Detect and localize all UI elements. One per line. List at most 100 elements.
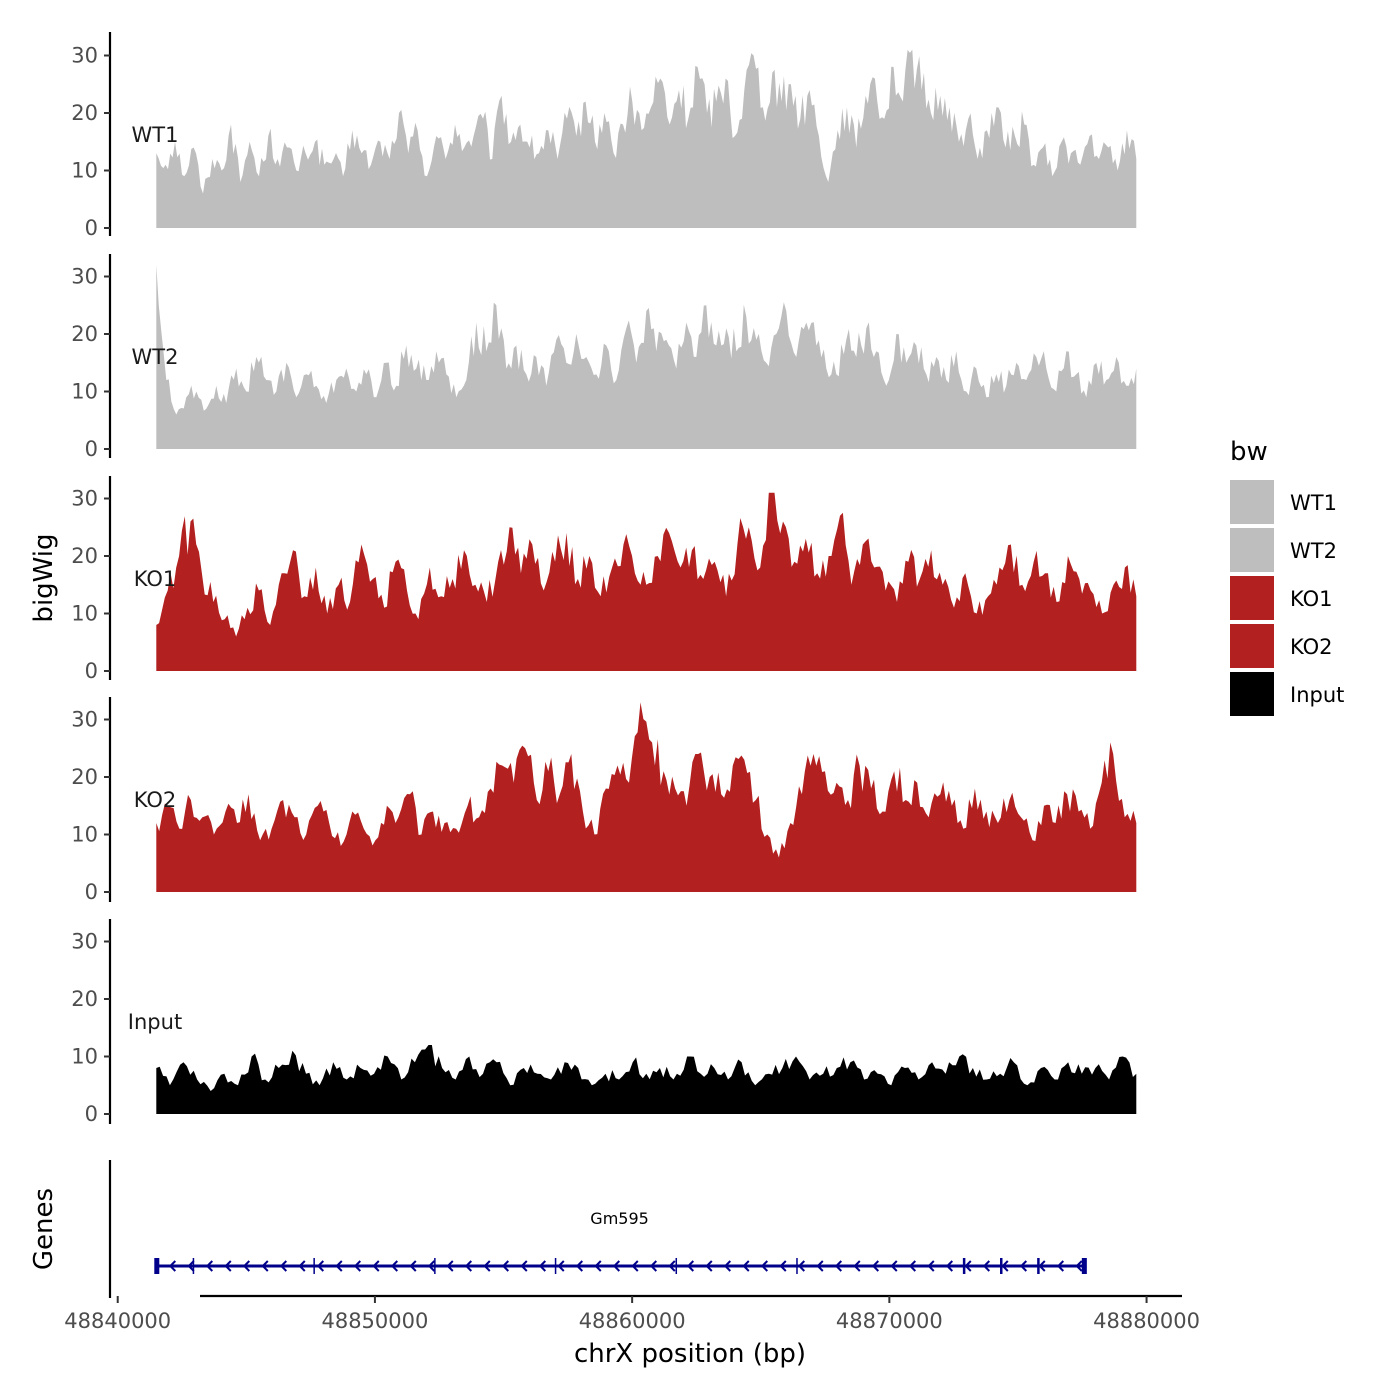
y-tick-label: 30 xyxy=(71,265,98,289)
strand-arrow xyxy=(945,1260,954,1272)
y-tick-label: 30 xyxy=(71,44,98,68)
x-tick-label: 48860000 xyxy=(579,1309,686,1333)
y-tick-label: 0 xyxy=(85,659,98,683)
y-tick-label: 20 xyxy=(71,987,98,1011)
track-label: KO2 xyxy=(134,788,177,812)
strand-arrow xyxy=(964,1260,972,1272)
coverage-area-input xyxy=(156,1045,1137,1114)
y-tick-label: 20 xyxy=(71,322,98,346)
legend-swatch-ko1 xyxy=(1230,576,1274,620)
coverage-area-wt2 xyxy=(156,265,1137,449)
track-input: 0 10 20 30 Input xyxy=(71,919,1137,1126)
gene-exon xyxy=(1081,1258,1087,1274)
strand-arrow xyxy=(834,1260,843,1272)
strand-arrow xyxy=(390,1260,399,1272)
y-axis-title: bigWig xyxy=(29,533,59,622)
strand-arrow xyxy=(853,1260,861,1272)
strand-arrow xyxy=(335,1260,343,1272)
track-ko1: 0 10 20 30 KO1 xyxy=(71,476,1137,683)
y-tick-label: 30 xyxy=(71,708,98,732)
strand-arrow xyxy=(927,1260,935,1272)
y-tick-label: 0 xyxy=(85,1102,98,1126)
y-tick-label: 20 xyxy=(71,765,98,789)
y-tick-label: 0 xyxy=(85,216,98,240)
legend-label-ko2: KO2 xyxy=(1290,635,1333,659)
strand-arrow xyxy=(557,1260,565,1272)
strand-arrow xyxy=(890,1260,898,1272)
gene-track-title: Genes xyxy=(29,1188,59,1270)
strand-arrow xyxy=(760,1260,769,1272)
gene-gm595: Gm595 xyxy=(154,1209,1087,1274)
gene-track: Gm595 xyxy=(108,1160,1087,1298)
strand-arrow xyxy=(298,1260,306,1272)
y-tick-label: 20 xyxy=(71,544,98,568)
strand-arrow xyxy=(316,1260,325,1272)
strand-arrow xyxy=(649,1260,658,1272)
legend-label-ko1: KO1 xyxy=(1290,587,1333,611)
legend-title: bw xyxy=(1230,437,1268,467)
strand-arrow xyxy=(464,1260,473,1272)
y-tick-label: 30 xyxy=(71,487,98,511)
strand-arrow xyxy=(409,1260,417,1272)
strand-arrow xyxy=(353,1260,362,1272)
legend-swatch-ko2 xyxy=(1230,624,1274,668)
strand-arrow xyxy=(612,1260,621,1272)
track-label: KO1 xyxy=(134,567,177,591)
coverage-area-ko2 xyxy=(156,702,1137,892)
legend-label-wt1: WT1 xyxy=(1290,491,1337,515)
legend-label-wt2: WT2 xyxy=(1290,539,1337,563)
y-tick-label: 10 xyxy=(71,823,98,847)
strand-arrow xyxy=(705,1260,713,1272)
strand-arrow xyxy=(205,1260,214,1272)
strand-arrow xyxy=(446,1260,454,1272)
gene-exon xyxy=(154,1258,160,1274)
track-label: Input xyxy=(128,1010,182,1034)
strand-arrow xyxy=(1001,1260,1009,1272)
legend-swatch-wt2 xyxy=(1230,528,1274,572)
strand-arrow xyxy=(1038,1260,1046,1272)
strand-arrow xyxy=(538,1260,547,1272)
gene-label: Gm595 xyxy=(590,1209,649,1228)
y-tick-label: 30 xyxy=(71,930,98,954)
strand-arrow xyxy=(575,1260,584,1272)
strand-arrow xyxy=(279,1260,288,1272)
coverage-area-wt1 xyxy=(156,49,1137,228)
strand-arrow xyxy=(594,1260,602,1272)
y-tick-label: 0 xyxy=(85,880,98,904)
x-tick-label: 48870000 xyxy=(836,1309,943,1333)
coverage-area-ko1 xyxy=(156,492,1137,671)
strand-arrow xyxy=(1019,1260,1028,1272)
y-tick-label: 20 xyxy=(71,101,98,125)
y-tick-label: 10 xyxy=(71,380,98,404)
coverage-tracks: 0 10 20 30 WT1 0 10 20 30 WT2 0 10 20 30 KO1 0 10 20 30 KO2… xyxy=(71,32,1137,1126)
strand-arrow xyxy=(372,1260,380,1272)
legend-swatch-wt1 xyxy=(1230,480,1274,524)
track-wt2: 0 10 20 30 WT2 xyxy=(71,254,1137,461)
strand-arrow xyxy=(168,1260,177,1272)
y-tick-label: 10 xyxy=(71,159,98,183)
strand-arrow xyxy=(1056,1260,1065,1272)
strand-arrow xyxy=(723,1260,732,1272)
strand-arrow xyxy=(871,1260,880,1272)
strand-arrow xyxy=(242,1260,251,1272)
strand-arrow xyxy=(686,1260,695,1272)
x-tick-label: 48840000 xyxy=(64,1309,171,1333)
strand-arrow xyxy=(908,1260,917,1272)
track-label: WT1 xyxy=(132,123,179,147)
strand-arrow xyxy=(501,1260,510,1272)
strand-arrow xyxy=(742,1260,750,1272)
x-tick-label: 48850000 xyxy=(321,1309,428,1333)
legend: bw WT1 WT2 KO1 KO2 Input xyxy=(1230,437,1344,716)
strand-arrow xyxy=(261,1260,269,1272)
x-axis: 48840000 48850000 48860000 48870000 48880000 xyxy=(64,1294,1200,1333)
strand-arrow xyxy=(668,1260,676,1272)
strand-arrow xyxy=(483,1260,491,1272)
y-tick-label: 0 xyxy=(85,437,98,461)
track-ko2: 0 10 20 30 KO2 xyxy=(71,697,1137,904)
y-tick-label: 10 xyxy=(71,602,98,626)
strand-arrow xyxy=(797,1260,806,1272)
x-axis-title: chrX position (bp) xyxy=(574,1339,806,1369)
strand-arrow xyxy=(779,1260,787,1272)
track-wt1: 0 10 20 30 WT1 xyxy=(71,32,1137,240)
